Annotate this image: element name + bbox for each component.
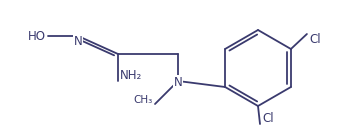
Text: NH₂: NH₂	[120, 69, 142, 82]
Text: CH₃: CH₃	[134, 95, 153, 105]
Text: HO: HO	[28, 30, 46, 42]
Text: Cl: Cl	[262, 112, 274, 125]
Text: N: N	[174, 75, 182, 89]
Text: N: N	[74, 35, 82, 48]
Text: Cl: Cl	[309, 33, 321, 46]
